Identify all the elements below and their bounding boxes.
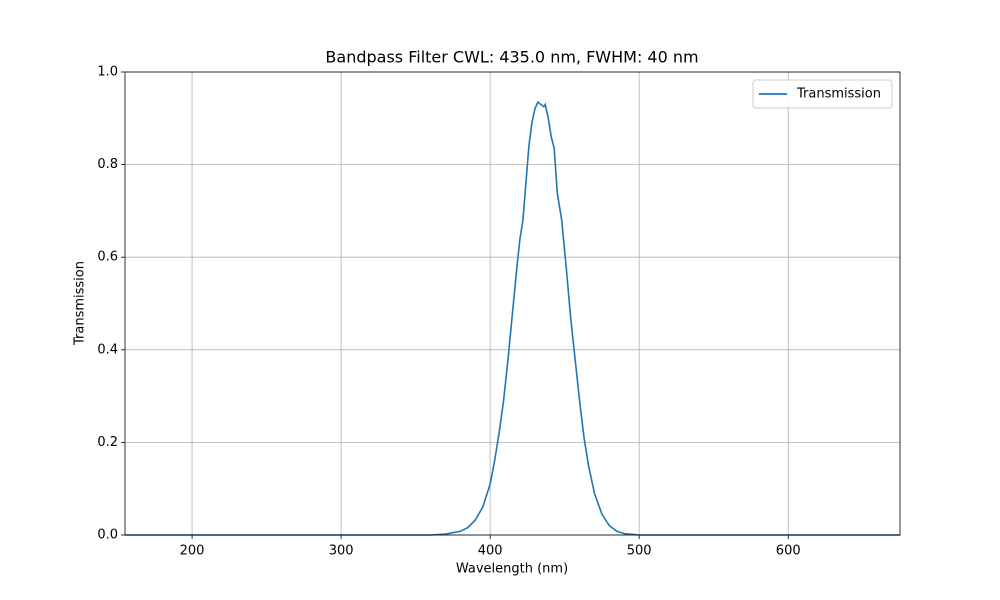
chart-title: Bandpass Filter CWL: 435.0 nm, FWHM: 40 … — [325, 48, 698, 67]
y-axis-label: Transmission — [73, 261, 88, 346]
x-tick-label: 600 — [776, 544, 801, 559]
x-axis-label: Wavelength (nm) — [456, 562, 568, 577]
legend: Transmission — [752, 79, 893, 109]
y-tick-label: 1.0 — [97, 65, 118, 80]
y-tick-label: 0.6 — [97, 250, 118, 265]
y-tick-label: 0.2 — [97, 435, 118, 450]
y-tick-label: 0.8 — [97, 157, 118, 172]
x-tick-label: 400 — [478, 544, 503, 559]
legend-box — [752, 79, 893, 109]
legend-label: Transmission — [796, 87, 881, 102]
x-tick-label: 500 — [627, 544, 652, 559]
y-tick-label: 0.4 — [97, 342, 118, 357]
data-line — [125, 100, 900, 536]
x-tick-label: 200 — [180, 544, 205, 559]
y-tick-label: 0.0 — [97, 528, 118, 543]
x-tick-label: 300 — [329, 544, 354, 559]
plot-frame — [124, 71, 901, 536]
